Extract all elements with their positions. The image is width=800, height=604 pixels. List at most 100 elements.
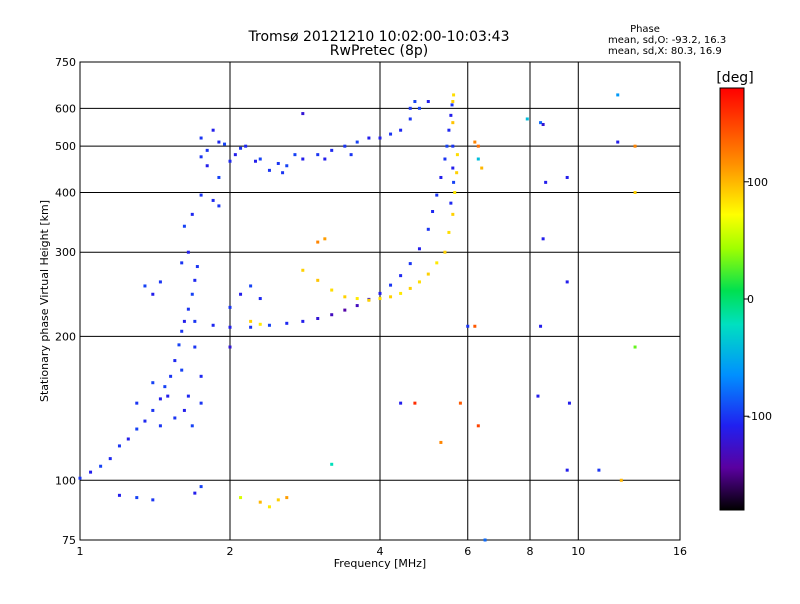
data-point — [389, 295, 393, 299]
data-point — [193, 491, 197, 495]
data-point — [258, 322, 262, 326]
data-point — [143, 419, 147, 423]
data-point — [431, 210, 435, 214]
data-point — [536, 394, 540, 398]
data-point — [182, 224, 186, 228]
data-point — [445, 144, 449, 148]
y-tick-label: 600 — [55, 102, 76, 115]
data-point — [193, 345, 197, 349]
data-point — [223, 142, 227, 146]
data-point — [565, 468, 569, 472]
data-point — [443, 250, 447, 254]
x-tick-label: 2 — [227, 545, 234, 558]
data-point — [89, 470, 93, 474]
data-point — [267, 168, 271, 172]
data-point — [597, 468, 601, 472]
data-point — [199, 374, 203, 378]
data-point — [228, 305, 232, 309]
colorbar-ticks: 100 0 -100 — [744, 176, 772, 423]
data-point — [228, 325, 232, 329]
data-point — [151, 498, 155, 502]
data-point — [316, 240, 320, 244]
data-point — [166, 394, 170, 398]
data-point — [330, 288, 334, 292]
data-point — [399, 274, 403, 278]
data-point — [267, 323, 271, 327]
data-point — [78, 476, 82, 480]
data-point — [135, 496, 139, 500]
phase-mean-o: mean, sd,O: -93.2, 16.3 — [608, 35, 726, 46]
colorbar-tick-label: -100 — [747, 410, 772, 423]
data-point — [355, 304, 359, 308]
data-point — [389, 283, 393, 287]
data-point — [276, 498, 280, 502]
data-point — [399, 401, 403, 405]
data-point — [195, 265, 199, 269]
data-point — [408, 262, 412, 266]
data-point — [443, 157, 447, 161]
data-point — [239, 496, 243, 500]
data-point — [177, 343, 181, 347]
data-point — [417, 280, 421, 284]
data-point — [258, 500, 262, 504]
data-point — [301, 157, 305, 161]
data-point — [199, 136, 203, 140]
data-point — [567, 401, 571, 405]
data-point — [205, 164, 209, 168]
data-point — [378, 297, 382, 301]
data-point — [408, 106, 412, 110]
data-point — [267, 505, 271, 509]
phase-heading: Phase — [630, 24, 660, 35]
data-point — [323, 157, 327, 161]
data-point — [565, 280, 569, 284]
data-point — [367, 298, 371, 302]
data-point — [173, 416, 177, 420]
data-point — [633, 190, 637, 194]
colorbar — [719, 87, 745, 511]
data-point — [447, 128, 451, 132]
data-point — [330, 313, 334, 317]
data-point — [316, 153, 320, 157]
data-point — [190, 424, 194, 428]
y-tick-label: 75 — [62, 534, 76, 547]
data-point — [451, 212, 455, 216]
data-point — [451, 166, 455, 170]
y-tick-label: 750 — [55, 56, 76, 69]
data-point — [426, 227, 430, 231]
phase-mean-x: mean, sd,X: 80.3, 16.9 — [608, 46, 722, 57]
data-point — [378, 291, 382, 295]
data-point — [408, 117, 412, 121]
y-tick-label: 400 — [55, 186, 76, 199]
data-point — [447, 230, 451, 234]
data-point — [193, 278, 197, 282]
data-point — [199, 155, 203, 159]
data-point — [616, 93, 620, 97]
data-point — [316, 278, 320, 282]
data-point — [126, 437, 130, 441]
data-point — [473, 324, 477, 328]
colorbar-tick-label: 100 — [747, 176, 768, 189]
data-point — [355, 140, 359, 144]
data-point — [355, 297, 359, 301]
data-point — [211, 198, 215, 202]
data-point — [619, 478, 623, 482]
data-point — [233, 153, 237, 157]
data-point — [182, 408, 186, 412]
data-point — [180, 261, 184, 265]
data-point — [426, 272, 430, 276]
y-tick-label: 200 — [55, 330, 76, 343]
data-point — [539, 324, 543, 328]
data-point — [476, 424, 480, 428]
x-tick-label: 1 — [77, 545, 84, 558]
data-point — [217, 204, 221, 208]
data-point — [285, 321, 289, 325]
data-point — [378, 136, 382, 140]
data-point — [211, 323, 215, 327]
data-point — [301, 112, 305, 116]
data-point — [452, 180, 456, 184]
data-point — [239, 292, 243, 296]
x-tick-label: 6 — [464, 545, 471, 558]
colorbar-label: [deg] — [716, 70, 753, 86]
data-point — [413, 100, 417, 104]
